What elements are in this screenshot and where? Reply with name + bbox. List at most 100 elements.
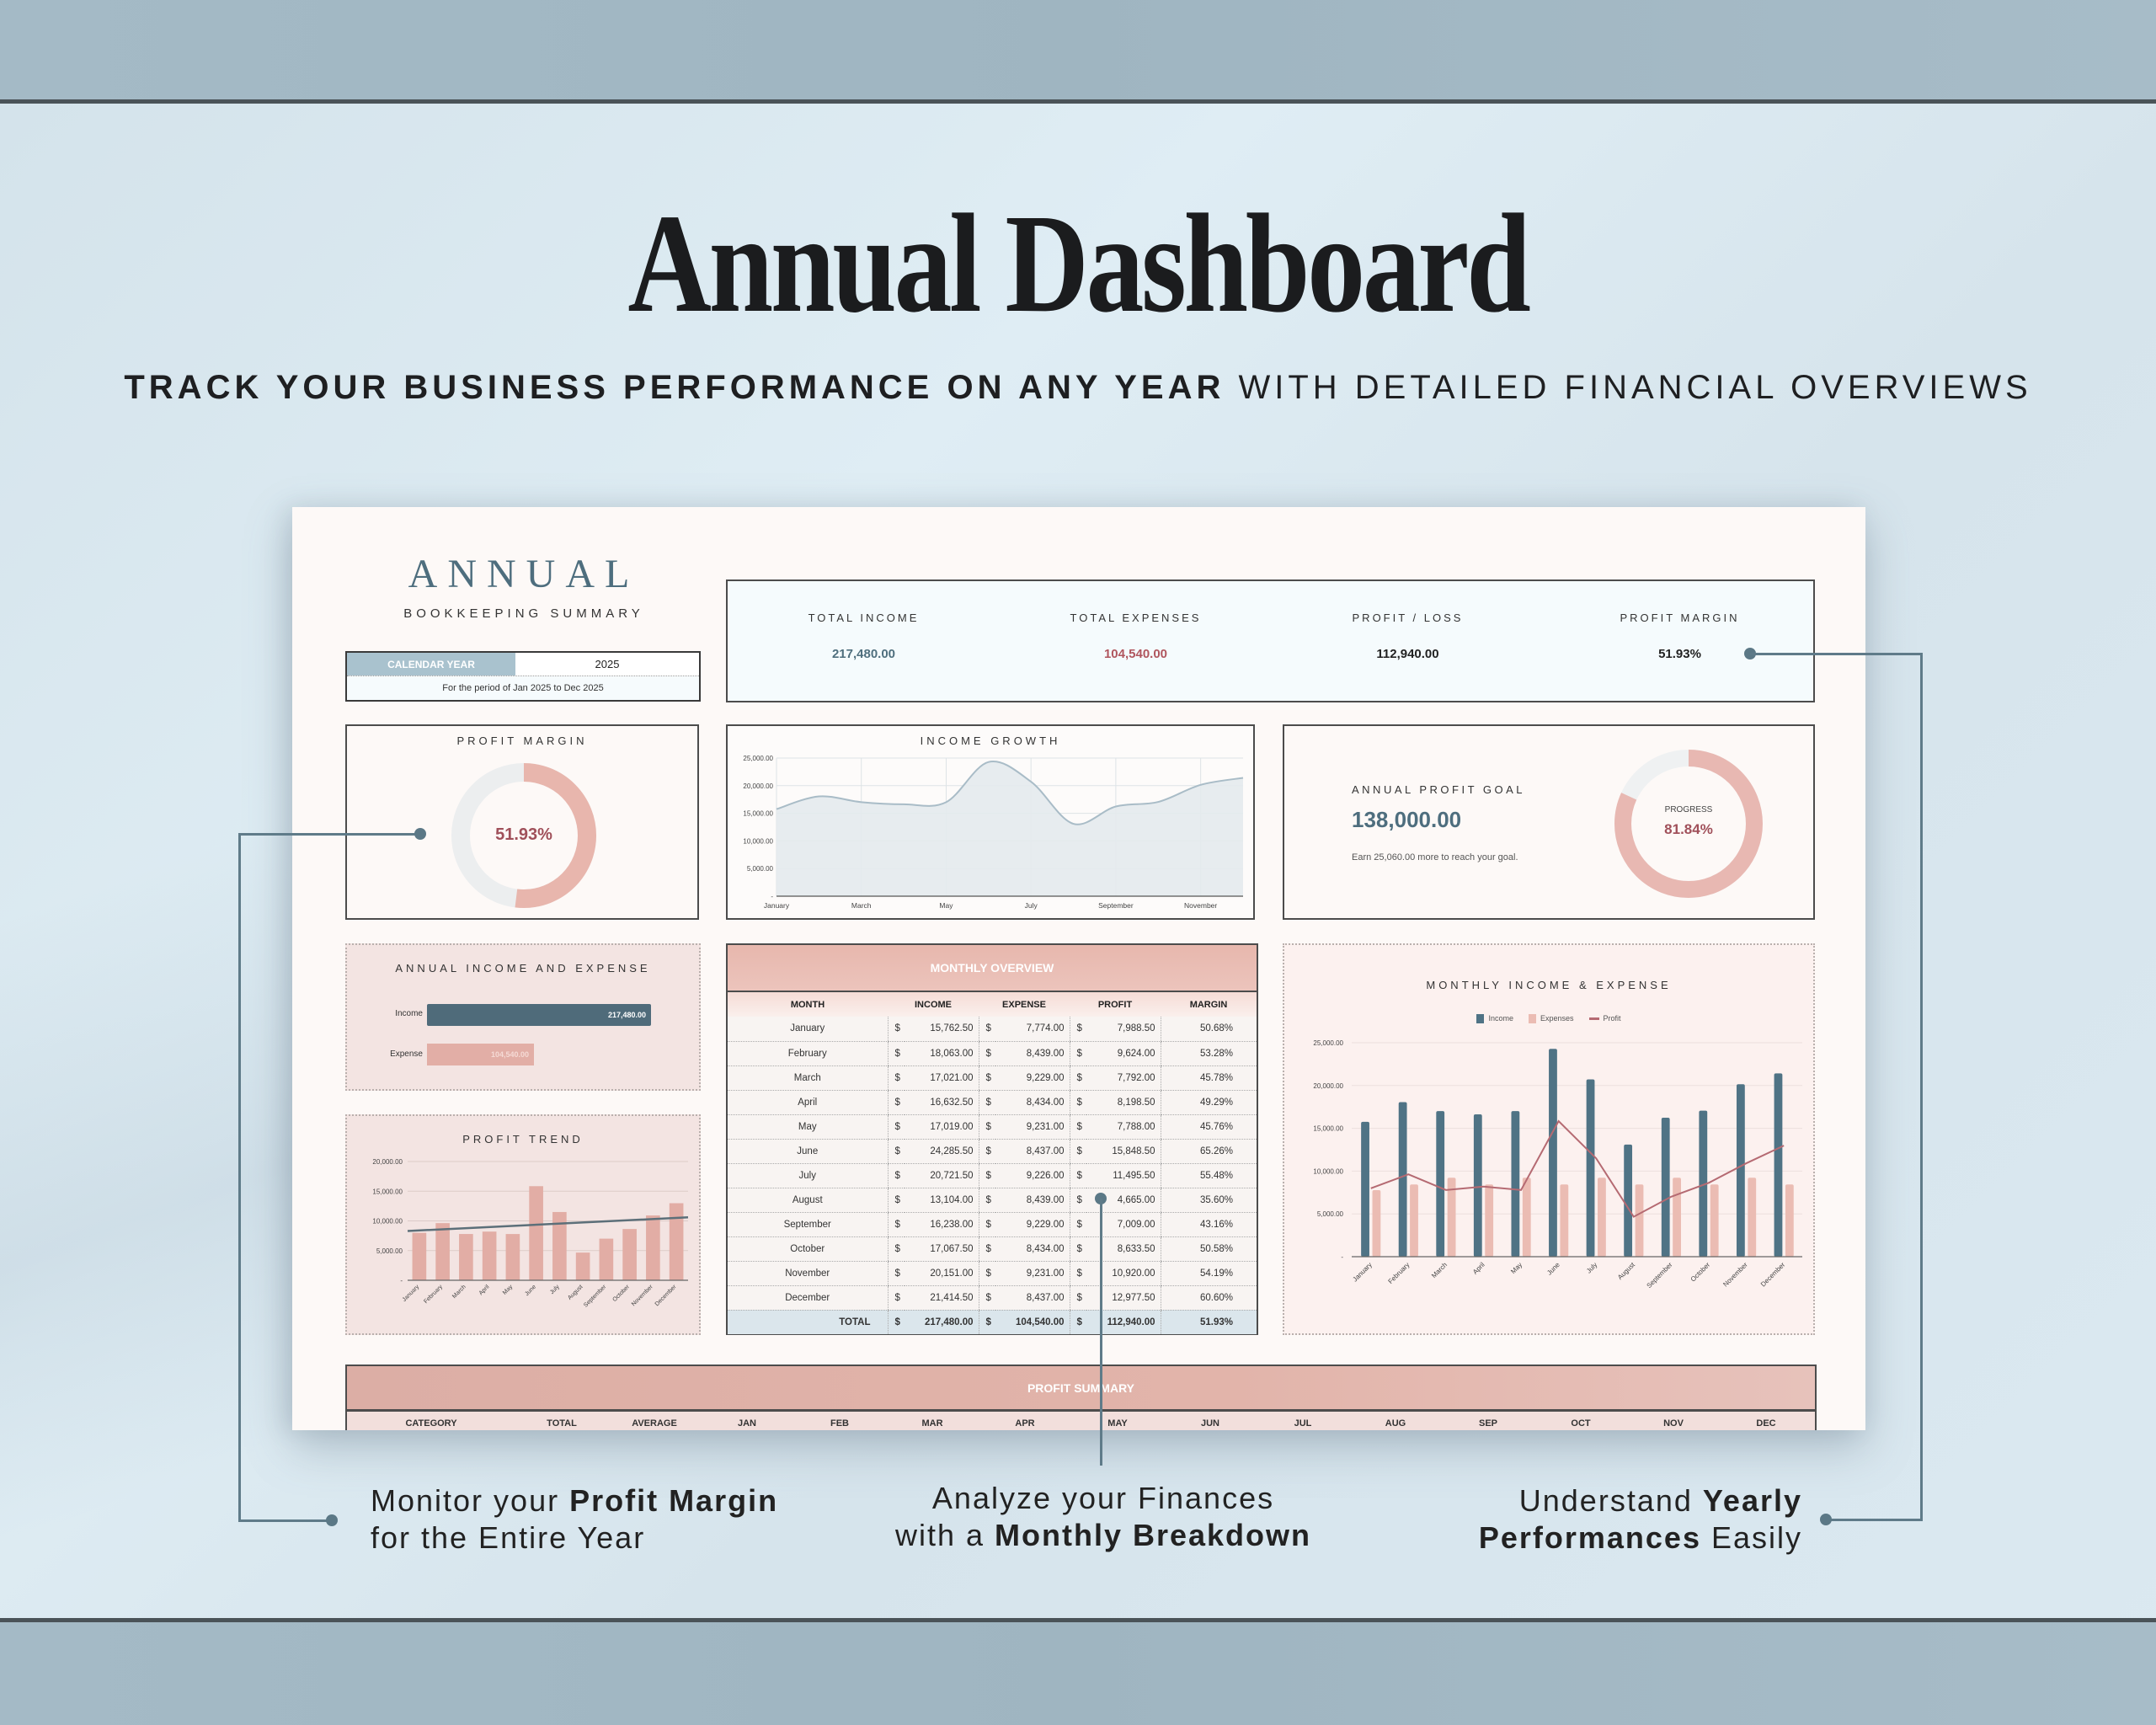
svg-text:March: March [851,901,872,910]
cell-margin: 35.60% [1160,1188,1257,1213]
col-month: MONTH [728,992,888,1017]
profit-summary-col: DEC [1756,1418,1776,1429]
currency: $ [978,1041,995,1066]
cell-expense: 8,439.00 [995,1188,1070,1213]
cell-margin: 60.60% [1160,1285,1257,1311]
callout-line-right-vertical [1920,653,1923,1521]
cell-margin: 43.16% [1160,1212,1257,1237]
cell-profit: 8,633.50 [1086,1236,1161,1262]
table-row: October $ 17,067.50 $ 8,434.00 $ 8,633.5… [728,1236,1257,1262]
svg-text:November: November [631,1284,654,1307]
total-label: TOTAL [728,1310,888,1334]
cell-margin: 50.68% [1160,1017,1257,1042]
callout-profit-margin: Monitor your Profit Margin for the Entir… [371,1483,779,1555]
cell-expense: 8,434.00 [995,1090,1070,1115]
income-growth-chart: - 5,000.00 10,000.00 15,000.00 20,000.00 25,0… [743,755,1244,910]
cell-margin: 45.78% [1160,1065,1257,1091]
svg-text:September: September [1646,1261,1674,1290]
hero-subtitle: TRACK YOUR BUSINESS PERFORMANCE ON ANY Y… [0,369,2156,407]
currency: $ [887,1090,905,1115]
monthly-income-expense-chart: - 5,000.00 10,000.00 15,000.00 20,000.00 25,0… [1313,1039,1802,1290]
cell-expense: 9,231.00 [995,1114,1070,1140]
callout-line-middle [1100,1199,1102,1466]
svg-text:January: January [402,1284,421,1303]
currency: $ [978,1212,995,1237]
currency: $ [887,1065,905,1091]
currency: $ [887,1188,905,1213]
currency: $ [1069,1261,1086,1286]
currency: $ [978,1090,995,1115]
progress-value: 81.84% [1664,821,1713,837]
cell-income: 20,721.50 [905,1163,979,1188]
col-income: INCOME [888,992,979,1017]
cell-profit: 9,624.00 [1086,1041,1161,1066]
cell-expense: 8,434.00 [995,1236,1070,1262]
svg-text:May: May [502,1284,515,1296]
cell-income: 20,151.00 [905,1261,979,1286]
svg-text:July: July [1585,1261,1598,1274]
currency: $ [978,1065,995,1091]
table-row: July $ 20,721.50 $ 9,226.00 $ 11,495.50 … [728,1163,1257,1188]
currency: $ [1069,1017,1086,1042]
dashboard-card: ANNUAL BOOKKEEPING SUMMARY CALENDAR YEAR… [292,507,1865,1430]
legend-expenses: Expenses [1528,1014,1574,1024]
currency: $ [887,1163,905,1188]
svg-text:20,000.00: 20,000.00 [372,1158,403,1166]
cell-profit: 11,495.50 [1086,1163,1161,1188]
cell-income: 18,063.00 [905,1041,979,1066]
callout-line-left-vertical [238,833,241,1522]
kpi-total-expenses: TOTAL EXPENSES 104,540.00 [1000,581,1272,704]
currency: $ [978,1236,995,1262]
period-text: For the period of Jan 2025 to Dec 2025 [347,676,699,700]
cell-expense: 8,437.00 [995,1139,1070,1164]
cell-profit: 7,788.00 [1086,1114,1161,1140]
callout-dot-left-anchor [414,828,426,840]
svg-text:June: June [524,1284,537,1297]
cell-profit: 12,977.50 [1086,1285,1161,1311]
profit-margin-value: 51.93% [495,825,552,844]
svg-text:-: - [1341,1253,1343,1261]
calendar-year-box: CALENDAR YEAR 2025 For the period of Jan… [345,651,701,702]
currency: $ [887,1236,905,1262]
profit-summary-col: CATEGORY [405,1418,457,1429]
expense-bar: 104,540.00 [427,1044,534,1065]
svg-text:June: June [1545,1261,1561,1277]
currency: $ [1069,1285,1086,1311]
col-expense: EXPENSE [979,992,1070,1017]
cell-margin: 65.26% [1160,1139,1257,1164]
table-row: January $ 15,762.50 $ 7,774.00 $ 7,988.5… [728,1017,1257,1042]
svg-text:February: February [423,1284,444,1305]
goal-progress-donut [1614,750,1763,898]
monthly-income-expense-panel: MONTHLY INCOME & EXPENSE Income Expenses… [1283,943,1815,1335]
profit-summary-col: MAY [1107,1418,1128,1429]
cell-margin: 49.29% [1160,1090,1257,1115]
legend-income: Income [1476,1014,1513,1024]
svg-text:September: September [1098,901,1134,910]
cell-income: 16,238.00 [905,1212,979,1237]
callout-line-right-top [1750,653,1923,655]
currency: $ [1069,1310,1086,1334]
svg-text:December: December [654,1284,678,1307]
svg-text:September: September [583,1284,608,1309]
callout-line-left-bottom [238,1519,333,1522]
callout-yearly-performance: Understand Yearly Performances Easily [1478,1483,1802,1555]
profit-summary-col: SEP [1478,1418,1498,1429]
panel-title: ANNUAL INCOME AND EXPENSE [395,962,651,975]
legend-profit: Profit [1588,1014,1621,1023]
currency: $ [1069,1212,1086,1237]
svg-text:-: - [771,893,773,900]
currency: $ [978,1017,995,1042]
calendar-year-input[interactable]: 2025 [595,658,620,670]
cell-month: June [728,1139,888,1164]
monthly-overview-table: MONTHLY OVERVIEW MONTH INCOME EXPENSE PR… [726,943,1258,1335]
svg-text:August: August [567,1284,584,1300]
kpi-profit-margin: PROFIT MARGIN 51.93% [1544,581,1816,704]
currency: $ [1069,1139,1086,1164]
kpi-value: 217,480.00 [831,647,896,661]
profit-summary-col: FEB [830,1418,849,1429]
cell-month: February [728,1041,888,1066]
currency: $ [887,1310,905,1334]
expense-bar-label: Expense [390,1049,423,1059]
kpi-label: TOTAL INCOME [808,611,920,624]
cell-income: 21,414.50 [905,1285,979,1311]
